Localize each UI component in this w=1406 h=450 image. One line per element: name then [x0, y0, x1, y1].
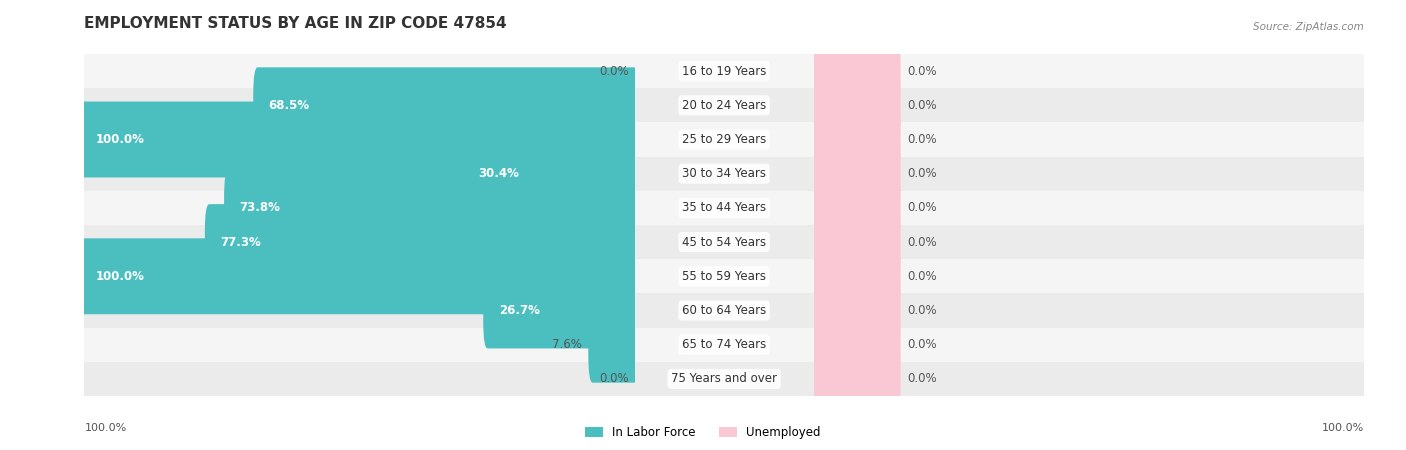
Bar [634, 259, 814, 293]
FancyBboxPatch shape [810, 136, 901, 212]
FancyBboxPatch shape [810, 307, 901, 382]
Text: 100.0%: 100.0% [84, 423, 127, 433]
FancyBboxPatch shape [810, 204, 901, 280]
Bar [634, 122, 814, 157]
Bar [84, 328, 634, 362]
Text: 0.0%: 0.0% [907, 373, 936, 385]
FancyBboxPatch shape [810, 341, 901, 417]
Bar [634, 191, 814, 225]
Bar [84, 259, 634, 293]
Bar [84, 88, 634, 122]
Bar [814, 259, 1364, 293]
Text: 100.0%: 100.0% [96, 133, 145, 146]
Bar [84, 293, 634, 328]
Text: EMPLOYMENT STATUS BY AGE IN ZIP CODE 47854: EMPLOYMENT STATUS BY AGE IN ZIP CODE 478… [84, 17, 508, 32]
Text: 0.0%: 0.0% [599, 373, 628, 385]
Bar [814, 293, 1364, 328]
Text: 0.0%: 0.0% [599, 65, 628, 77]
Bar [814, 157, 1364, 191]
Text: 0.0%: 0.0% [907, 167, 936, 180]
FancyBboxPatch shape [80, 102, 638, 177]
Text: 0.0%: 0.0% [907, 304, 936, 317]
FancyBboxPatch shape [80, 238, 638, 314]
FancyBboxPatch shape [810, 33, 901, 109]
FancyBboxPatch shape [810, 238, 901, 314]
FancyBboxPatch shape [588, 307, 638, 382]
FancyBboxPatch shape [205, 204, 638, 280]
Bar [634, 362, 814, 396]
Text: 100.0%: 100.0% [96, 270, 145, 283]
Bar [814, 362, 1364, 396]
Bar [814, 191, 1364, 225]
Text: 0.0%: 0.0% [907, 338, 936, 351]
Bar [814, 328, 1364, 362]
Text: Source: ZipAtlas.com: Source: ZipAtlas.com [1253, 22, 1364, 32]
FancyBboxPatch shape [810, 68, 901, 143]
Bar [634, 88, 814, 122]
Bar [84, 362, 634, 396]
Bar [84, 157, 634, 191]
Text: 26.7%: 26.7% [499, 304, 540, 317]
FancyBboxPatch shape [463, 136, 638, 212]
Bar [634, 328, 814, 362]
Text: 60 to 64 Years: 60 to 64 Years [682, 304, 766, 317]
Text: 0.0%: 0.0% [907, 270, 936, 283]
FancyBboxPatch shape [810, 170, 901, 246]
Text: 0.0%: 0.0% [907, 99, 936, 112]
Text: 25 to 29 Years: 25 to 29 Years [682, 133, 766, 146]
Bar [634, 54, 814, 88]
Bar [84, 122, 634, 157]
Text: 0.0%: 0.0% [907, 65, 936, 77]
Text: 20 to 24 Years: 20 to 24 Years [682, 99, 766, 112]
FancyBboxPatch shape [810, 102, 901, 177]
Text: 16 to 19 Years: 16 to 19 Years [682, 65, 766, 77]
Text: 100.0%: 100.0% [1322, 423, 1364, 433]
Text: 75 Years and over: 75 Years and over [671, 373, 778, 385]
Text: 65 to 74 Years: 65 to 74 Years [682, 338, 766, 351]
Bar [634, 157, 814, 191]
Bar [814, 88, 1364, 122]
Text: 73.8%: 73.8% [239, 202, 280, 214]
Text: 68.5%: 68.5% [269, 99, 309, 112]
Bar [814, 225, 1364, 259]
FancyBboxPatch shape [253, 68, 638, 143]
Text: 55 to 59 Years: 55 to 59 Years [682, 270, 766, 283]
Text: 35 to 44 Years: 35 to 44 Years [682, 202, 766, 214]
Bar [814, 54, 1364, 88]
Bar [814, 122, 1364, 157]
Bar [84, 54, 634, 88]
Bar [634, 293, 814, 328]
Text: 0.0%: 0.0% [907, 133, 936, 146]
Text: 45 to 54 Years: 45 to 54 Years [682, 236, 766, 248]
Legend: In Labor Force, Unemployed: In Labor Force, Unemployed [581, 422, 825, 444]
Text: 77.3%: 77.3% [221, 236, 262, 248]
FancyBboxPatch shape [484, 273, 638, 348]
Bar [84, 225, 634, 259]
Text: 30 to 34 Years: 30 to 34 Years [682, 167, 766, 180]
Text: 30.4%: 30.4% [478, 167, 519, 180]
Bar [84, 191, 634, 225]
Text: 0.0%: 0.0% [907, 202, 936, 214]
Bar [634, 225, 814, 259]
Text: 7.6%: 7.6% [551, 338, 582, 351]
FancyBboxPatch shape [224, 170, 638, 246]
FancyBboxPatch shape [810, 273, 901, 348]
Text: 0.0%: 0.0% [907, 236, 936, 248]
